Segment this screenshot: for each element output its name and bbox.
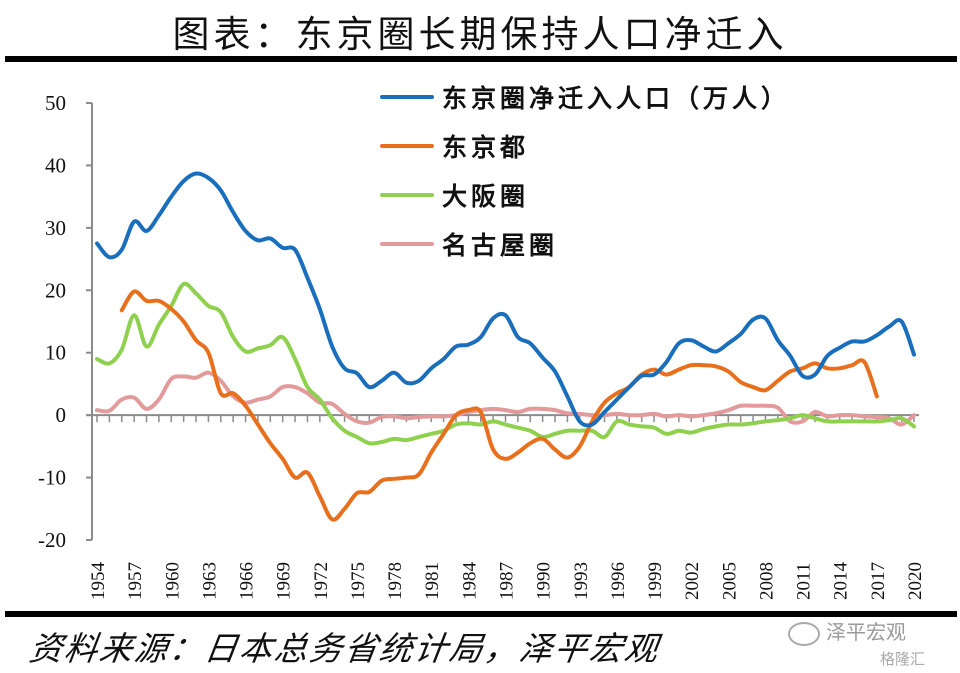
y-tick-label: -10: [38, 466, 66, 490]
x-tick-label: 1990: [534, 562, 555, 600]
x-tick-label: 2017: [868, 562, 889, 600]
x-tick-labels: 1954 1957 1960 1963 1966 1969 1972 1975 1978 1981…: [88, 562, 926, 601]
legend-swatch: [380, 192, 434, 197]
x-tick-label: 1975: [348, 562, 369, 600]
legend-item-nagoya-area: 名古屋圈: [380, 219, 790, 268]
legend-item-osaka-area: 大阪圈: [380, 170, 790, 219]
legend-swatch: [380, 94, 434, 99]
wechat-watermark-text: 泽平宏观: [826, 620, 906, 644]
x-tick-label: 1969: [274, 562, 295, 600]
legend-item-tokyo-area: 东京圈净迁入人口（万人）: [380, 72, 790, 121]
x-tick-label: 2005: [719, 562, 740, 600]
top-rule: [5, 56, 957, 62]
y-tick-label: 40: [45, 153, 66, 177]
x-tick-label: 1957: [125, 562, 146, 600]
series-line-2: [95, 281, 916, 446]
y-tick-labels: -20 -10 0 10 20 30 40 50: [38, 91, 66, 552]
legend-label: 东京圈净迁入人口（万人）: [442, 83, 791, 113]
wechat-icon: [788, 621, 820, 646]
chart-title: 图表：东京圈长期保持人口净迁入: [172, 13, 788, 56]
y-tick-label: 50: [45, 91, 66, 115]
x-tick-label: 1966: [237, 562, 258, 600]
x-tick-label: 1954: [88, 562, 109, 601]
legend-item-tokyo: 东京都: [380, 121, 790, 170]
series-lines: [95, 171, 916, 522]
legend-label: 东京都: [442, 132, 530, 162]
x-tick-label: 1984: [459, 562, 480, 601]
y-tick-label: 30: [45, 216, 66, 240]
x-tick-label: 1993: [571, 562, 592, 600]
y-tick-label: 0: [56, 403, 67, 427]
bottom-rule: [5, 611, 957, 617]
x-tick-label: 1999: [645, 562, 666, 600]
legend-label: 名古屋圈: [442, 230, 559, 260]
x-tick-label: 1987: [497, 562, 518, 600]
source-note: 资料来源：日本总务省统计局，泽平宏观: [26, 629, 663, 668]
x-tick-label: 1963: [199, 562, 220, 600]
legend-swatch: [380, 143, 434, 148]
x-tick-label: 1996: [608, 562, 629, 600]
x-tick-label: 1960: [162, 562, 183, 600]
x-tick-label: 2008: [756, 562, 777, 600]
wechat-watermark: 泽平宏观: [788, 616, 906, 646]
series-line-3: [95, 370, 916, 427]
x-tick-label: 2014: [831, 562, 852, 601]
series-line-0: [95, 171, 916, 428]
x-tick-label: 1972: [311, 562, 332, 600]
x-tick-label: 2002: [682, 562, 703, 600]
series-line-1: [119, 289, 879, 522]
y-tick-label: -20: [38, 528, 66, 552]
y-tick-label: 10: [45, 341, 66, 365]
gelonghui-watermark: 格隆汇: [880, 650, 926, 668]
y-tick-label: 20: [45, 278, 66, 302]
x-tick-label: 1978: [385, 562, 406, 600]
x-tick-label: 1981: [422, 562, 443, 600]
x-tick-label: 2020: [905, 562, 926, 600]
legend: 东京圈净迁入人口（万人） 东京都 大阪圈 名古屋圈: [380, 72, 790, 268]
legend-swatch: [380, 241, 434, 246]
x-tick-label: 2011: [794, 563, 815, 600]
legend-label: 大阪圈: [442, 181, 530, 211]
